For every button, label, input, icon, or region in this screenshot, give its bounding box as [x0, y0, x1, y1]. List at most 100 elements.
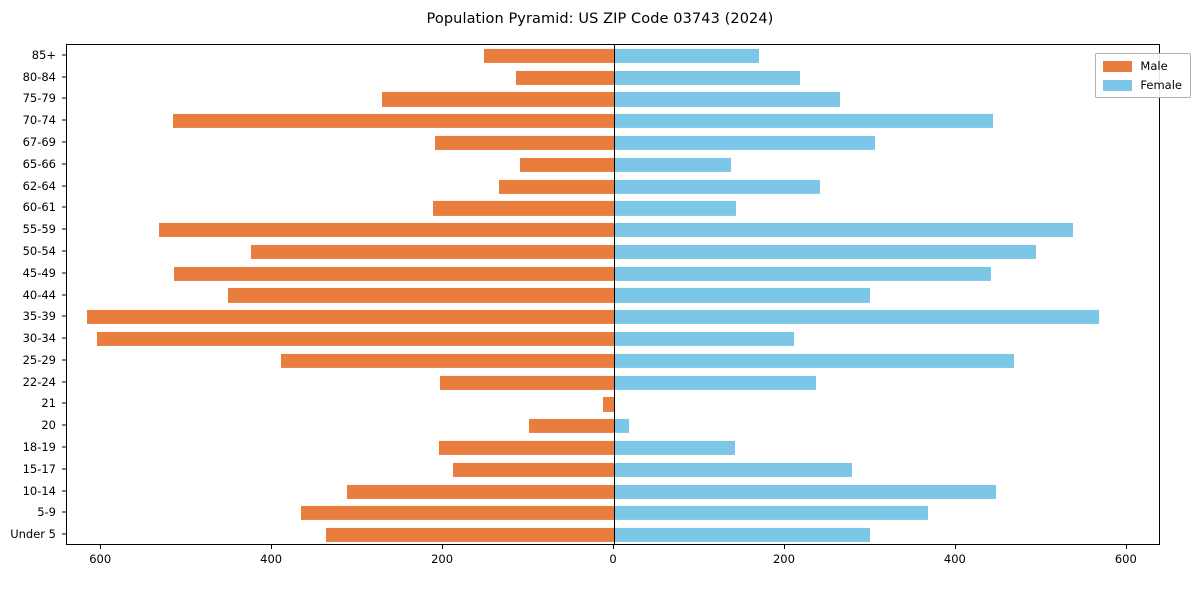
y-axis-tick-label: 67-69	[22, 135, 56, 150]
y-axis-tick	[62, 359, 66, 361]
y-axis-tick	[62, 97, 66, 99]
bar-male	[438, 440, 614, 456]
bar-male	[515, 70, 614, 85]
zero-axis-line	[614, 45, 616, 544]
bar-male	[381, 92, 614, 107]
pyramid-row	[67, 328, 1159, 350]
y-axis: 85+ 80-84 75-79 70-74 67-69 65-66 62-64 60-61 55…	[0, 44, 1200, 545]
y-axis-tick	[62, 250, 66, 252]
x-axis-tick-label: 600	[89, 552, 112, 566]
bar-male	[325, 528, 614, 543]
pyramid-row	[67, 502, 1159, 524]
bar-male	[159, 223, 614, 238]
pyramid-row	[67, 415, 1159, 437]
bar-male	[440, 375, 614, 390]
bar-male	[498, 179, 614, 194]
y-axis-tick	[62, 511, 66, 513]
y-axis-tick-label: 40-44	[22, 287, 56, 302]
bar-female	[614, 528, 870, 543]
y-axis-tick	[62, 228, 66, 230]
y-axis-tick	[62, 381, 66, 383]
bar-male	[301, 506, 614, 521]
x-axis-tick	[1125, 545, 1127, 549]
x-axis-tick	[100, 545, 102, 549]
legend-swatch-icon	[1103, 79, 1133, 91]
bar-male	[519, 157, 614, 172]
y-axis-tick-label: 22-24	[22, 374, 56, 389]
pyramid-row	[67, 67, 1159, 89]
pyramid-row	[67, 89, 1159, 111]
bar-female	[614, 419, 629, 434]
x-axis-tick-label: 600	[1114, 552, 1137, 566]
bar-male	[96, 331, 614, 347]
y-axis-tick	[62, 468, 66, 470]
pyramid-row	[67, 306, 1159, 328]
chart-title: Population Pyramid: US ZIP Code 03743 (2…	[426, 11, 774, 27]
y-axis-tick-label: 80-84	[22, 69, 56, 84]
bar-female	[614, 462, 853, 477]
bar-female	[614, 244, 1037, 259]
bar-female	[614, 440, 736, 456]
pyramid-row	[67, 481, 1159, 503]
y-axis-tick-label: 15-17	[22, 461, 56, 476]
y-axis-tick	[62, 337, 66, 339]
y-axis-tick	[62, 206, 66, 208]
bar-female	[614, 157, 732, 172]
y-axis-tick	[62, 533, 66, 535]
bar-female	[614, 331, 795, 347]
y-axis-tick-label: 45-49	[22, 265, 56, 280]
legend-swatch-icon	[1103, 60, 1133, 72]
bar-female	[614, 266, 991, 281]
bar-male	[484, 48, 614, 63]
bar-male	[280, 353, 614, 368]
bar-female	[614, 288, 870, 303]
y-axis-tick	[62, 163, 66, 165]
x-axis: 600 400 200 0 200 400 600	[66, 545, 1160, 585]
y-axis-tick-label: 70-74	[22, 113, 56, 128]
y-axis-tick-label: 55-59	[22, 222, 56, 237]
y-axis-tick	[62, 141, 66, 143]
bar-female	[614, 92, 841, 107]
bar-female	[614, 114, 993, 129]
bar-female	[614, 201, 737, 216]
y-axis-tick-label: 30-34	[22, 331, 56, 346]
legend-label: Male	[1140, 59, 1168, 73]
y-axis-tick-label: 35-39	[22, 309, 56, 324]
y-axis-tick	[62, 424, 66, 426]
pyramid-row	[67, 45, 1159, 67]
x-axis-tick-label: 200	[772, 552, 795, 566]
pyramid-row	[67, 372, 1159, 394]
pyramid-row	[67, 524, 1159, 544]
bar-male	[86, 310, 614, 325]
y-axis-tick-label: 75-79	[22, 91, 56, 106]
bar-male	[602, 397, 614, 412]
y-axis-tick	[62, 294, 66, 295]
pyramid-row	[67, 219, 1159, 241]
plot-area	[66, 44, 1160, 545]
bar-female	[614, 70, 801, 85]
bar-female	[614, 506, 928, 521]
y-axis-tick-label: 50-54	[22, 243, 56, 258]
y-axis-tick-label: Under 5	[10, 527, 56, 542]
bar-male	[227, 288, 614, 303]
y-axis-tick-label: 10-14	[22, 483, 56, 498]
bar-female	[614, 353, 1014, 368]
y-axis-tick	[62, 54, 66, 56]
pyramid-row	[67, 241, 1159, 263]
pyramid-row	[67, 110, 1159, 132]
x-axis-tick-label: 400	[943, 552, 966, 566]
bar-male	[172, 114, 614, 129]
y-axis-tick-label: 65-66	[22, 156, 56, 171]
y-axis-tick-label: 18-19	[22, 439, 56, 454]
pyramid-row	[67, 437, 1159, 459]
y-axis-tick-label: 5-9	[37, 505, 56, 520]
x-axis-tick	[442, 545, 444, 549]
bar-female	[614, 310, 1100, 325]
legend-entry-male: Male	[1103, 59, 1182, 73]
legend-entry-female: Female	[1103, 78, 1182, 92]
pyramid-row	[67, 394, 1159, 416]
pyramid-row	[67, 132, 1159, 154]
x-axis-tick	[783, 545, 785, 549]
x-axis-tick	[954, 545, 956, 549]
bar-male	[173, 266, 614, 281]
